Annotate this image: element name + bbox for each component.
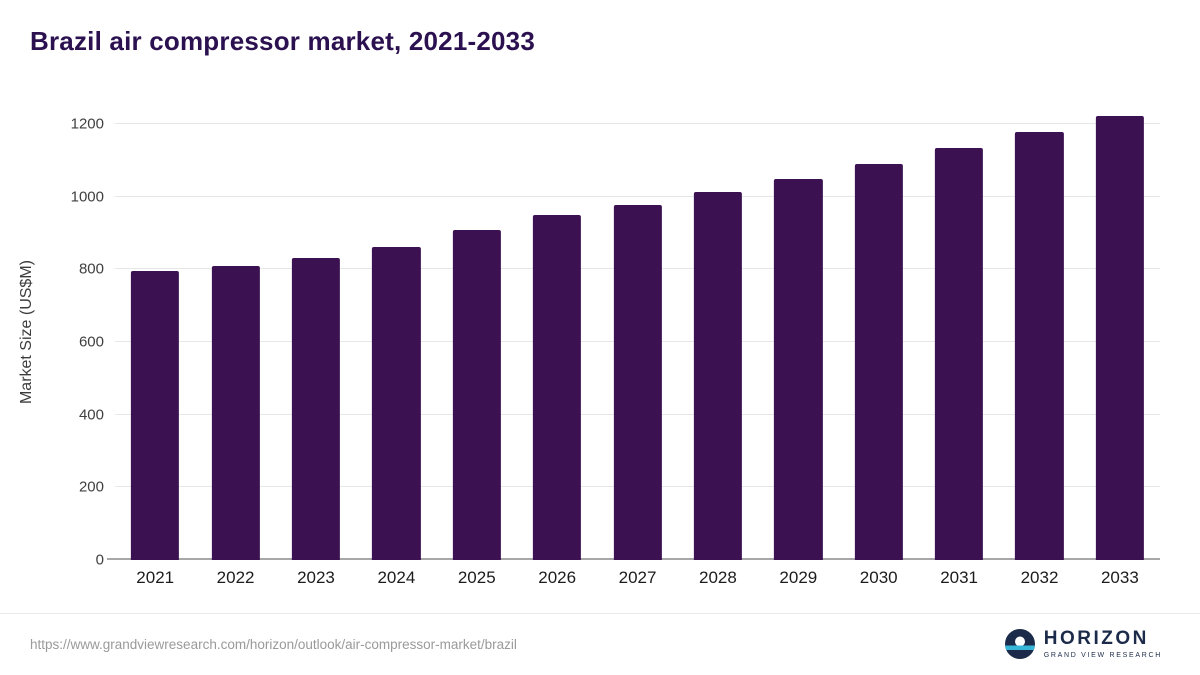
x-tick-label: 2033 [1100,568,1139,587]
y-tick-label: 1200 [70,115,104,133]
logo-name: HORIZON [1043,628,1149,650]
y-axis-title: Market Size (US$M) [18,260,35,405]
bar-2028 [693,192,743,560]
y-tick-label: 1000 [70,188,104,206]
bar-cell [437,105,517,560]
bar-series [115,105,1160,560]
gridline [115,122,1160,124]
bar-2027 [613,204,662,560]
bar-cell [758,105,838,560]
gridline [115,195,1160,197]
bar-cell [356,105,436,560]
x-tick-label: 2031 [940,568,979,587]
bar-2030 [854,163,903,560]
x-tick-label: 2024 [377,568,416,587]
footer: https://www.grandviewresearch.com/horizo… [0,613,1200,675]
horizon-logo-icon [1004,629,1035,660]
horizon-logo-text: HORIZON GRAND VIEW RESEARCH [1043,628,1162,660]
bar-2023 [291,258,341,560]
bar-cell [919,105,999,560]
bar-2021 [131,271,180,560]
x-tick-label: 2032 [1020,568,1059,587]
x-tick-label: 2026 [538,568,577,587]
horizon-logo: HORIZON GRAND VIEW RESEARCH [1004,628,1162,660]
y-tick-label: 800 [78,260,104,278]
y-tick-label: 0 [95,551,104,569]
x-tick-label: 2028 [699,568,737,587]
x-tick-label: 2022 [216,568,255,587]
bar-2032 [1015,131,1064,560]
y-tick-label: 400 [78,406,104,424]
plot-area [107,105,1160,560]
bar-cell [195,105,275,560]
bar-2033 [1095,115,1144,560]
x-tick-label: 2027 [618,568,657,587]
bar-2026 [533,215,582,560]
x-tick-label: 2025 [457,568,496,587]
bar-2031 [934,148,984,560]
y-tick-label: 200 [78,478,104,496]
y-axis-tick-labels: 0 200 400 600 800 1000 1200 [52,105,104,568]
bar-2024 [372,246,421,560]
logo-subtitle: GRAND VIEW RESEARCH [1043,652,1162,660]
bar-cell [1080,105,1160,560]
bar-2029 [774,179,823,560]
bar-cell [999,105,1079,560]
bar-2022 [211,265,260,560]
x-tick-label: 2029 [779,568,818,587]
y-tick-label: 600 [78,333,104,351]
bar-cell [839,105,919,560]
bar-2025 [452,230,501,560]
bar-cell [115,105,195,560]
bar-cell [678,105,758,560]
bar-cell [597,105,677,560]
bar-cell [276,105,356,560]
x-tick-label: 2030 [859,568,898,587]
bar-cell [517,105,597,560]
x-tick-label: 2023 [297,568,335,587]
chart-title: Brazil air compressor market, 2021-2033 [30,26,535,56]
source-url: https://www.grandviewresearch.com/horizo… [30,637,517,652]
x-tick-label: 2021 [136,568,175,587]
x-axis-tick-labels: 2021 2022 2023 2024 2025 2026 2027 2028 2029 2030… [115,568,1160,588]
